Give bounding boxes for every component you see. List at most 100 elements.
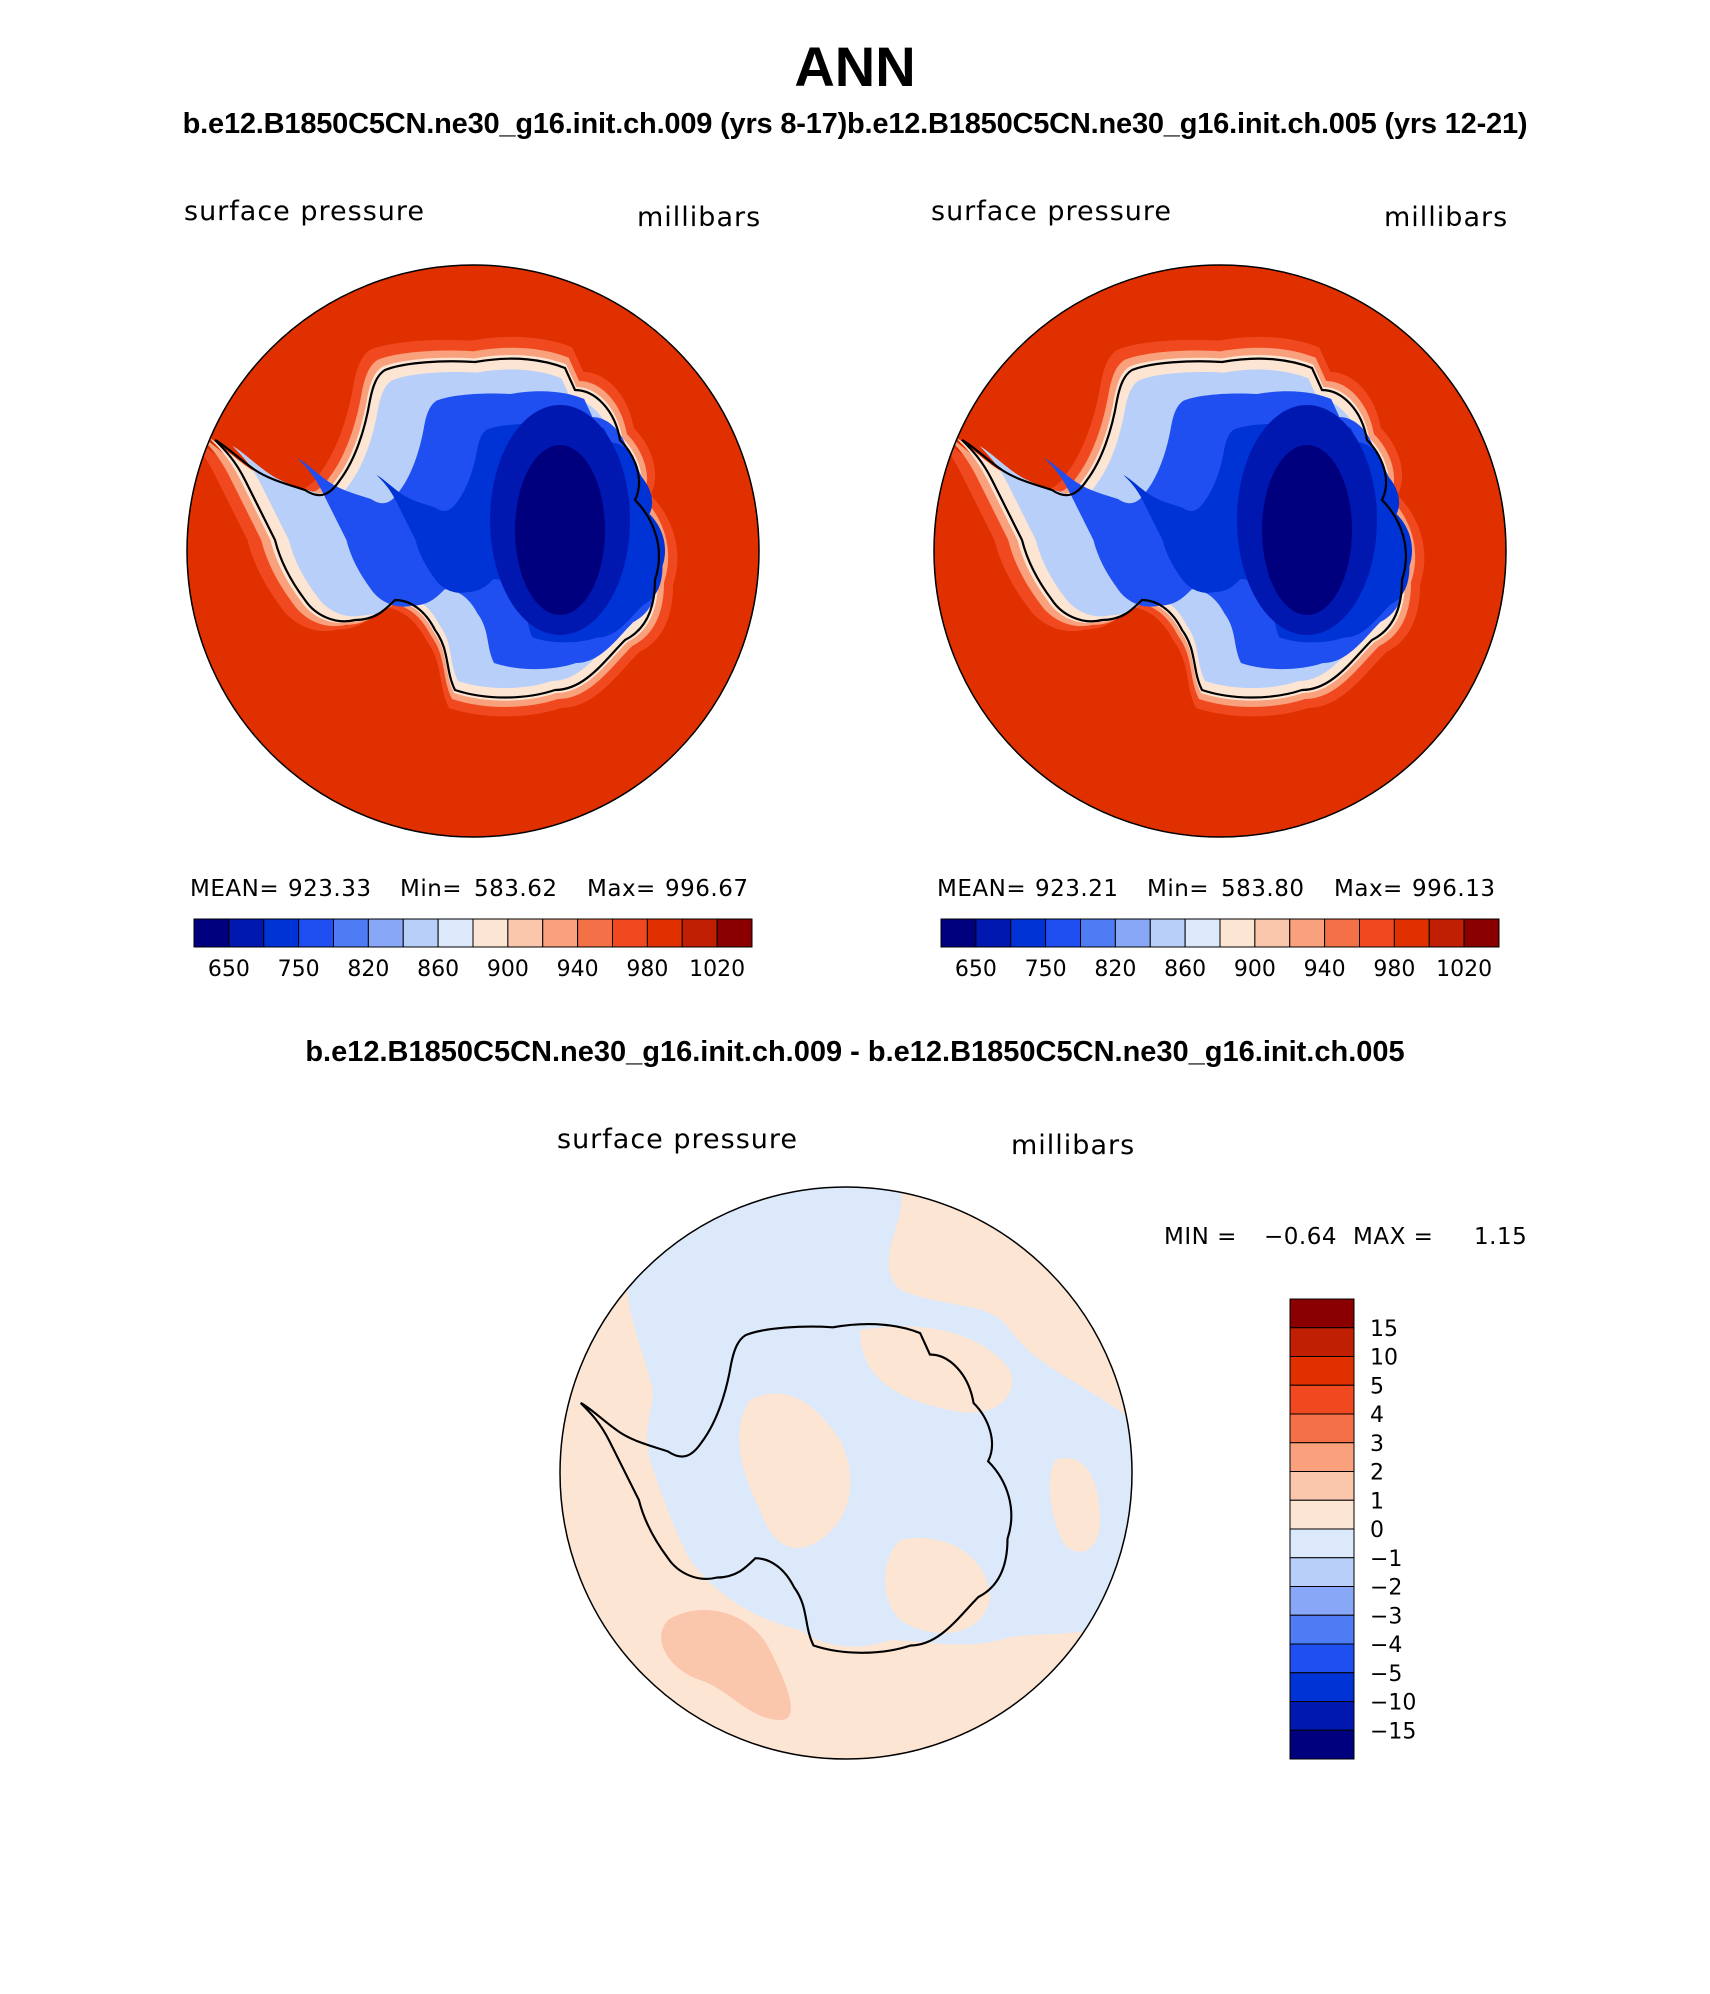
colorbar-swatch-14 bbox=[1428, 918, 1465, 948]
diff-colorbar-swatch-14 bbox=[1289, 1701, 1355, 1731]
diff-positive-island-1 bbox=[739, 1393, 851, 1549]
colorbar-swatch-1 bbox=[228, 918, 265, 948]
diff-colorbar-tick-label: 3 bbox=[1370, 1432, 1384, 1457]
difference-title: b.e12.B1850C5CN.ne30_g16.init.ch.009 - b… bbox=[305, 1036, 1405, 1068]
colorbar-tick-label: 860 bbox=[1164, 957, 1206, 982]
colorbar-swatch-12 bbox=[612, 918, 648, 948]
colorbar-swatch-13 bbox=[646, 918, 683, 948]
diff-colorbar-swatch-8 bbox=[1289, 1528, 1355, 1559]
colorbar-swatch-10 bbox=[1289, 918, 1326, 948]
colorbar-tick-label: 940 bbox=[1304, 957, 1346, 982]
diff-colorbar-tick-label: 2 bbox=[1370, 1461, 1384, 1486]
panel2-variable-label: surface pressure bbox=[931, 196, 1172, 227]
panel2-units-label: millibars bbox=[1384, 202, 1509, 233]
page-title: ANN bbox=[794, 35, 916, 98]
colorbar-swatch-7 bbox=[1184, 918, 1221, 948]
diff-colorbar-swatch-1 bbox=[1289, 1327, 1355, 1357]
diff-colorbar-tick-label: 15 bbox=[1370, 1317, 1398, 1342]
page-subtitle: b.e12.B1850C5CN.ne30_g16.init.ch.009 (yr… bbox=[182, 108, 1528, 140]
panel1-mean-value: 923.33 bbox=[288, 876, 372, 902]
diff-positive-island-2 bbox=[860, 1326, 1012, 1413]
diff-colorbar-tick-label: −2 bbox=[1370, 1576, 1402, 1601]
colorbar-swatch-2 bbox=[1010, 918, 1047, 948]
diff-units-label: millibars bbox=[1011, 1130, 1136, 1161]
colorbar-swatch-11 bbox=[1324, 918, 1360, 948]
colorbar-tick-label: 900 bbox=[487, 957, 529, 982]
colorbar-tick-label: 750 bbox=[278, 957, 320, 982]
colorbar-swatch-0 bbox=[940, 918, 977, 948]
panel1-min-label: Min= bbox=[400, 876, 463, 902]
diff-colorbar-tick-label: −5 bbox=[1370, 1662, 1402, 1687]
colorbar-swatch-4 bbox=[1080, 918, 1116, 948]
colorbar-tick-label: 650 bbox=[955, 957, 997, 982]
panel2-colorbar: 650 750 820 860 900 940 980 1020 bbox=[940, 918, 1500, 982]
colorbar-swatch-6 bbox=[1149, 918, 1186, 948]
colorbar-tick-label: 1020 bbox=[689, 957, 745, 982]
colorbar-swatch-4 bbox=[333, 918, 369, 948]
diff-colorbar-tick-label: −15 bbox=[1370, 1719, 1416, 1744]
diff-positive-region-2 bbox=[661, 1610, 791, 1720]
diff-colorbar-swatch-13 bbox=[1289, 1672, 1355, 1702]
colorbar-swatch-3 bbox=[1045, 918, 1081, 948]
colorbar-tick-label: 1020 bbox=[1436, 957, 1492, 982]
colorbar-swatch-6 bbox=[402, 918, 439, 948]
colorbar-swatch-5 bbox=[367, 918, 404, 948]
colorbar-swatch-11 bbox=[577, 918, 613, 948]
colorbar-tick-label: 820 bbox=[1094, 957, 1136, 982]
colorbar-tick-label: 900 bbox=[1234, 957, 1276, 982]
colorbar-swatch-3 bbox=[298, 918, 334, 948]
panel1-map bbox=[187, 265, 759, 837]
colorbar-swatch-15 bbox=[1463, 918, 1500, 948]
diff-colorbar-swatch-9 bbox=[1289, 1557, 1355, 1587]
diff-min-label: MIN = bbox=[1164, 1224, 1237, 1250]
colorbar-swatch-1 bbox=[975, 918, 1012, 948]
colorbar-swatch-8 bbox=[1219, 918, 1256, 948]
panel1-max-value: 996.67 bbox=[665, 876, 749, 902]
diff-colorbar-swatch-2 bbox=[1289, 1356, 1355, 1386]
diff-colorbar-tick-label: 5 bbox=[1370, 1374, 1384, 1399]
diff-map bbox=[560, 1187, 1132, 1759]
diff-colorbar-tick-label: −4 bbox=[1370, 1633, 1402, 1658]
diff-colorbar-tick-label: 4 bbox=[1370, 1403, 1384, 1428]
panel1-map-border bbox=[186, 264, 760, 838]
diff-min-value: −0.64 bbox=[1264, 1224, 1337, 1250]
diff-colorbar-swatch-12 bbox=[1289, 1643, 1355, 1674]
diff-colorbar-tick-label: 0 bbox=[1370, 1518, 1384, 1543]
colorbar-swatch-9 bbox=[1254, 918, 1291, 948]
panel1-units-label: millibars bbox=[637, 202, 762, 233]
panel2-map bbox=[934, 265, 1506, 837]
diff-colorbar-tick-label: −10 bbox=[1370, 1691, 1416, 1716]
panel1-contour-650 bbox=[515, 445, 605, 615]
colorbar-swatch-5 bbox=[1114, 918, 1151, 948]
colorbar-tick-label: 980 bbox=[626, 957, 668, 982]
colorbar-tick-label: 860 bbox=[417, 957, 459, 982]
diff-colorbar-tick-label: −3 bbox=[1370, 1604, 1402, 1629]
panel2-mean-label: MEAN= bbox=[937, 876, 1027, 902]
diff-colorbar-swatch-15 bbox=[1289, 1729, 1355, 1760]
colorbar-tick-label: 820 bbox=[347, 957, 389, 982]
panel1-max-label: Max= bbox=[587, 876, 656, 902]
colorbar-tick-label: 980 bbox=[1373, 957, 1415, 982]
panel2-contour-650 bbox=[1262, 445, 1352, 615]
colorbar-swatch-13 bbox=[1393, 918, 1430, 948]
diff-colorbar-swatch-10 bbox=[1289, 1586, 1355, 1616]
diff-variable-label: surface pressure bbox=[557, 1124, 798, 1155]
diff-colorbar-swatch-6 bbox=[1289, 1471, 1355, 1501]
colorbar-swatch-9 bbox=[507, 918, 544, 948]
colorbar-swatch-8 bbox=[472, 918, 509, 948]
panel2-max-value: 996.13 bbox=[1412, 876, 1496, 902]
colorbar-tick-label: 750 bbox=[1025, 957, 1067, 982]
colorbar-swatch-15 bbox=[716, 918, 753, 948]
diff-positive-island-3 bbox=[885, 1538, 990, 1634]
colorbar-swatch-12 bbox=[1359, 918, 1395, 948]
panel1-min-value: 583.62 bbox=[474, 876, 558, 902]
panel1-colorbar: 650 750 820 860 900 940 980 1020 bbox=[193, 918, 753, 982]
panel2-min-label: Min= bbox=[1147, 876, 1210, 902]
diff-colorbar-tick-label: 10 bbox=[1370, 1346, 1398, 1371]
panel2-mean-value: 923.21 bbox=[1035, 876, 1119, 902]
diff-map-border bbox=[559, 1186, 1133, 1760]
colorbar-tick-label: 650 bbox=[208, 957, 250, 982]
diff-colorbar-tick-label: 1 bbox=[1370, 1489, 1384, 1514]
